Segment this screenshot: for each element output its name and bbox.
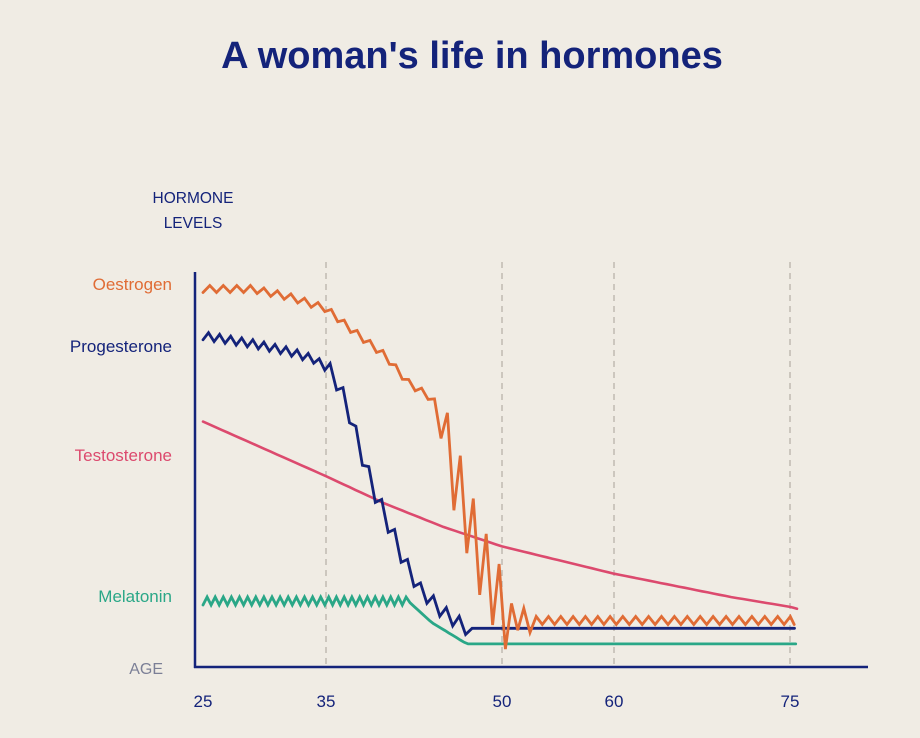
series-line-progesterone [201,330,796,638]
series-labels: Oestrogen Progesterone Testosterone Melaton… [70,275,172,606]
series-line-oestrogen [201,283,796,650]
series-line-testosterone [201,420,799,611]
series-line-melatonin [201,593,798,646]
x-tick-label-60: 60 [605,692,624,711]
chart-title: A woman's life in hormones [221,35,723,77]
x-tick-label-50: 50 [493,692,512,711]
x-tick-label-25: 25 [194,692,213,711]
x-axis-label: AGE [129,661,163,678]
gridlines [325,262,791,666]
x-tick-label-75: 75 [781,692,800,711]
x-tick-labels: 25 35 50 60 75 [194,692,800,711]
series-label-testosterone: Testosterone [75,446,172,465]
y-axis-label-line-2: LEVELS [164,215,223,232]
x-tick-label-35: 35 [317,692,336,711]
series-label-oestrogen: Oestrogen [93,275,172,294]
y-axis-label-line-1: HORMONE [153,190,234,207]
series-layer [201,283,799,650]
series-label-melatonin: Melatonin [98,587,172,606]
series-label-progesterone: Progesterone [70,337,172,356]
